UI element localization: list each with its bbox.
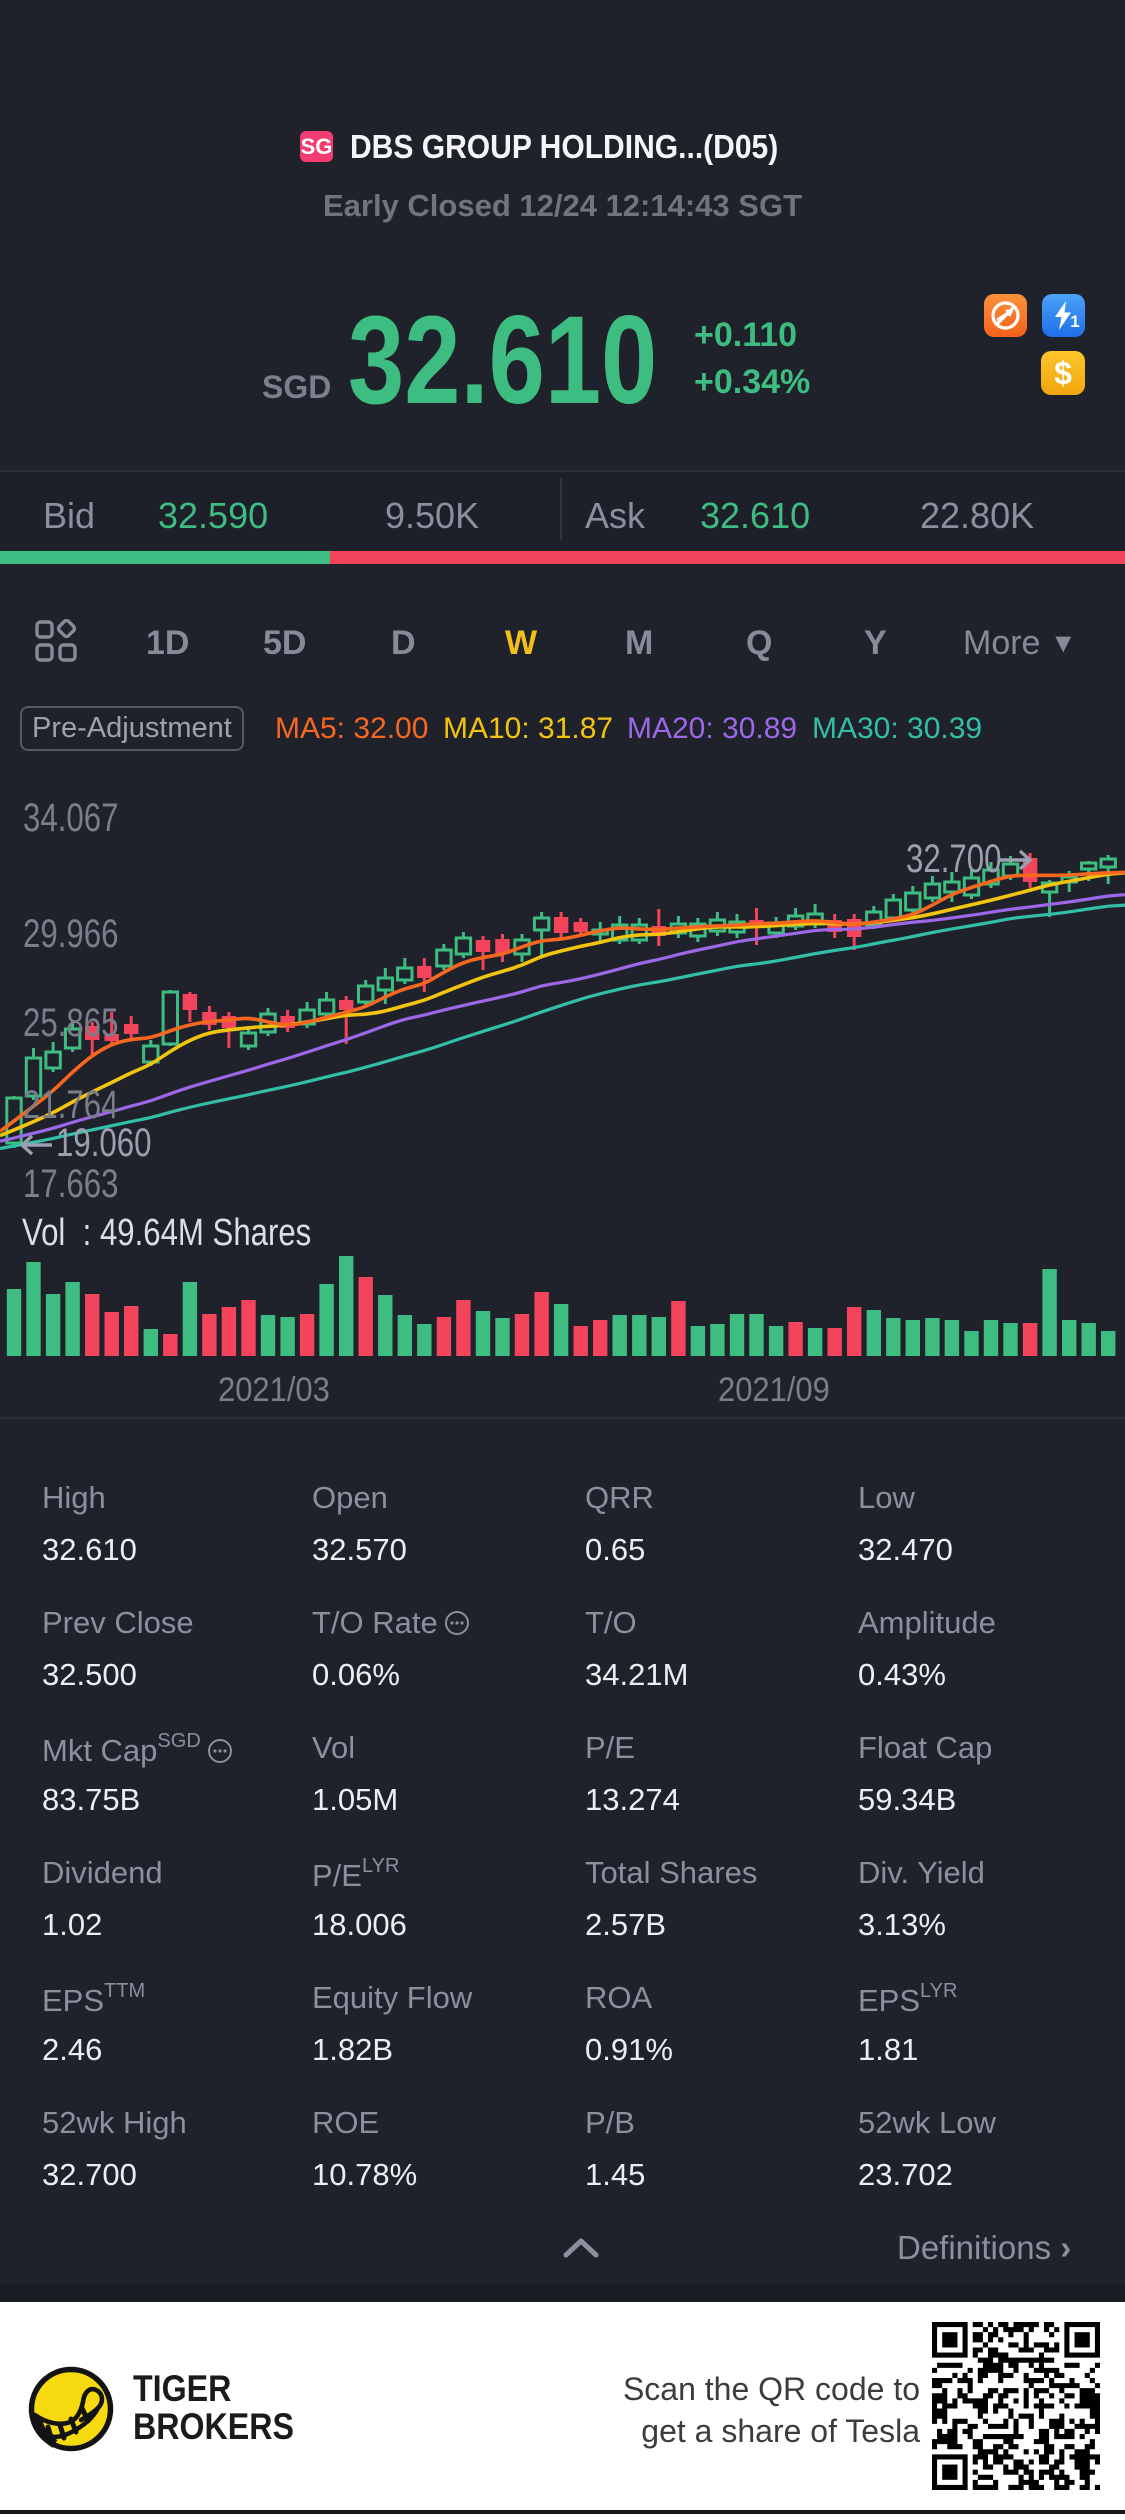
svg-text:$: $: [1054, 355, 1072, 391]
svg-text:1: 1: [1070, 312, 1079, 331]
